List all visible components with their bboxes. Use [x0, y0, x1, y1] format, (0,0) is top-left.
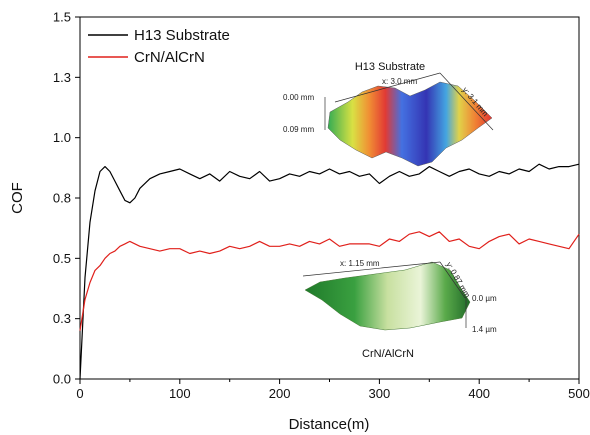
crn-z-top: 0.0 µm [472, 294, 497, 303]
y-tick-label-3: 0.8 [53, 191, 71, 206]
x-tick-label-400: 400 [468, 386, 490, 401]
legend-label-h13: H13 Substrate [134, 27, 230, 44]
tick-labels: 0 100 200 300 400 500 0.0 0.3 0.5 0.8 1.0 1.3 1.5 [53, 10, 590, 402]
h13-x-dimension: x: 3.0 mm [382, 77, 417, 86]
h13-y-axis-line [439, 72, 494, 131]
x-tick-label-100: 100 [169, 386, 191, 401]
x-tick-label-200: 200 [269, 386, 291, 401]
axis-ticks [75, 16, 580, 384]
plot-frame [79, 16, 580, 380]
series-line-crn-alcrn [79, 231, 580, 331]
y-tick-label-0: 0.0 [53, 372, 71, 387]
y-tick-label-1: 0.3 [53, 311, 71, 326]
y-axis-title: COF [9, 182, 26, 214]
h13-x-axis-line [334, 72, 441, 103]
legend: H13 Substrate CrN/AlCrN [88, 27, 230, 66]
y-tick-label-2: 0.5 [53, 251, 71, 266]
y-tick-label-6: 1.5 [53, 10, 71, 25]
h13-z-top: 0.00 mm [283, 93, 314, 102]
crn-x-axis-line [302, 261, 441, 277]
x-tick-label-500: 500 [568, 386, 590, 401]
x-tick-label-0: 0 [76, 386, 83, 401]
h13-inset-title: H13 Substrate [355, 61, 425, 73]
crn-x-dimension: x: 1.15 mm [340, 259, 380, 268]
crn-y-axis-line [439, 261, 466, 299]
x-tick-label-300: 300 [369, 386, 391, 401]
x-axis-title: Distance(m) [289, 416, 370, 433]
y-tick-label-4: 1.0 [53, 130, 71, 145]
crn-inset-title: CrN/AlCrN [362, 348, 414, 360]
crn-z-bottom: 1.4 µm [472, 325, 497, 334]
series-line-h13-substrate [79, 163, 580, 380]
series-group [79, 163, 580, 380]
crn-surface-inset: x: 1.15 mm y: 0.87 mm 0.0 µm 1.4 µm CrN/… [302, 259, 497, 360]
h13-z-bottom: 0.09 mm [283, 125, 314, 134]
crn-surface-image [304, 261, 471, 331]
legend-label-crn: CrN/AlCrN [134, 49, 205, 66]
y-tick-label-5: 1.3 [53, 70, 71, 85]
h13-surface-inset: H13 Substrate x: 3.0 mm y: 3.1 mm 0.00 m… [283, 61, 494, 167]
